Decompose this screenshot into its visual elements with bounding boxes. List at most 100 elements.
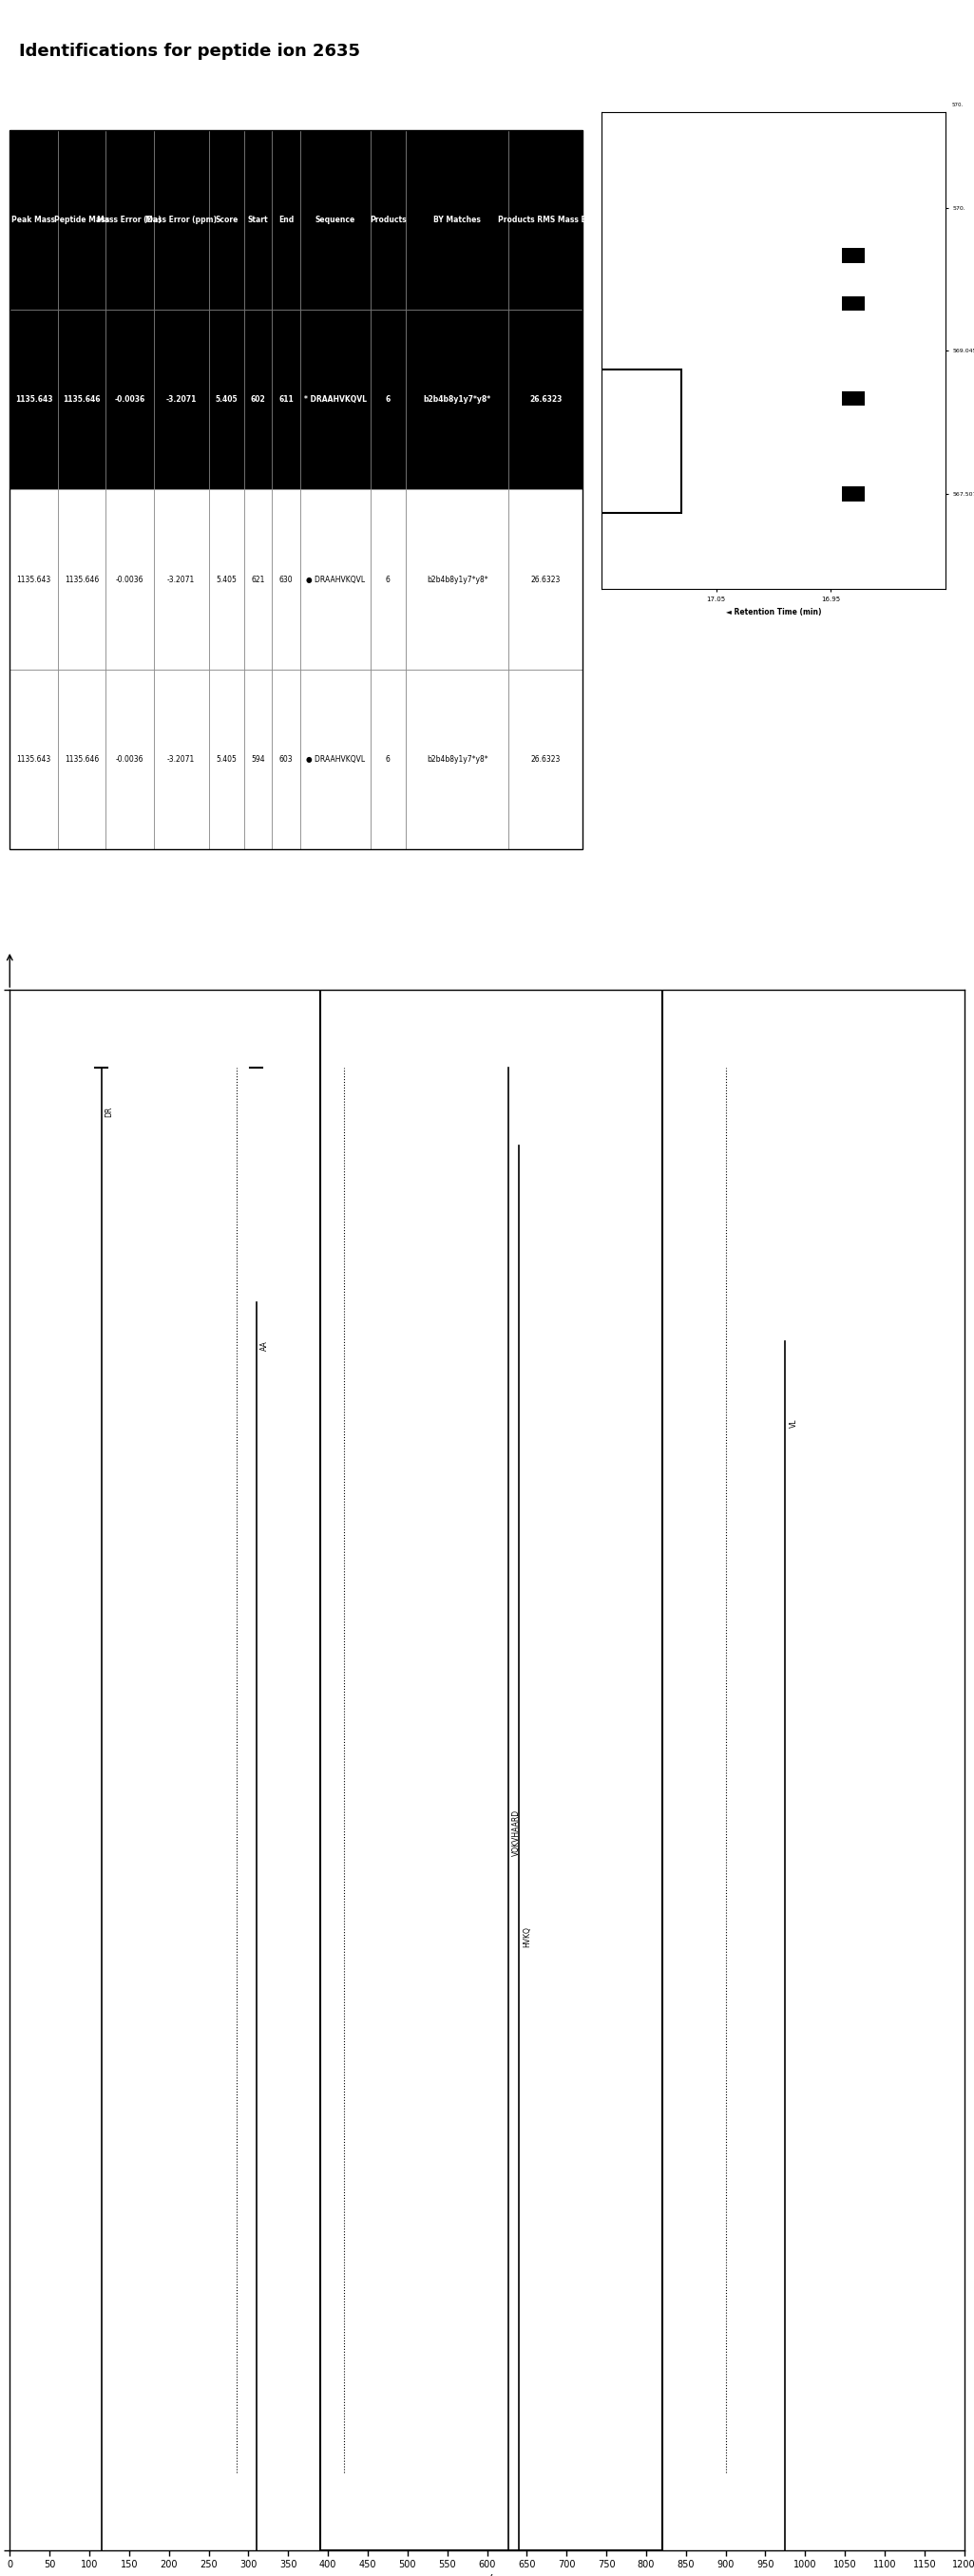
FancyBboxPatch shape: [10, 670, 57, 850]
Text: 26.6323: 26.6323: [529, 394, 562, 404]
Text: Sequence: Sequence: [315, 216, 356, 224]
FancyBboxPatch shape: [10, 129, 57, 309]
Text: ● DRAAHVKQVL: ● DRAAHVKQVL: [306, 755, 364, 762]
Text: Products RMS Mass Err: Products RMS Mass Err: [498, 216, 593, 224]
Text: BY Matches: BY Matches: [433, 216, 481, 224]
Bar: [319, 989, 662, 2550]
FancyBboxPatch shape: [300, 489, 370, 670]
FancyBboxPatch shape: [272, 489, 300, 670]
Text: Score: Score: [215, 216, 238, 224]
Bar: [395, 371, 682, 513]
X-axis label: ◄ Retention Time (min): ◄ Retention Time (min): [726, 608, 821, 616]
FancyBboxPatch shape: [300, 309, 370, 489]
FancyBboxPatch shape: [272, 670, 300, 850]
FancyBboxPatch shape: [105, 670, 154, 850]
FancyBboxPatch shape: [405, 670, 508, 850]
Text: 5.405: 5.405: [215, 394, 238, 404]
FancyBboxPatch shape: [208, 309, 244, 489]
FancyBboxPatch shape: [154, 129, 208, 309]
Text: HVKQ: HVKQ: [523, 1927, 532, 1947]
FancyBboxPatch shape: [244, 309, 272, 489]
Text: 5.405: 5.405: [216, 755, 237, 762]
FancyBboxPatch shape: [10, 309, 57, 489]
Bar: [843, 392, 865, 404]
FancyBboxPatch shape: [370, 129, 405, 309]
FancyBboxPatch shape: [244, 489, 272, 670]
Text: AA: AA: [260, 1342, 269, 1350]
FancyBboxPatch shape: [508, 670, 582, 850]
Text: 1135.643: 1135.643: [17, 755, 51, 762]
FancyBboxPatch shape: [208, 670, 244, 850]
FancyBboxPatch shape: [244, 670, 272, 850]
FancyBboxPatch shape: [105, 309, 154, 489]
FancyBboxPatch shape: [10, 489, 57, 670]
X-axis label: m/z: m/z: [476, 2573, 498, 2576]
Text: -3.2071: -3.2071: [168, 574, 195, 585]
FancyBboxPatch shape: [154, 670, 208, 850]
FancyBboxPatch shape: [57, 129, 105, 309]
Text: 1135.643: 1135.643: [15, 394, 53, 404]
FancyBboxPatch shape: [405, 309, 508, 489]
FancyBboxPatch shape: [300, 129, 370, 309]
Text: 26.6323: 26.6323: [531, 574, 560, 585]
Text: 621: 621: [251, 574, 265, 585]
FancyBboxPatch shape: [244, 129, 272, 309]
Text: DR: DR: [105, 1108, 114, 1118]
FancyBboxPatch shape: [57, 309, 105, 489]
Text: 594: 594: [251, 755, 265, 762]
FancyBboxPatch shape: [508, 309, 582, 489]
Text: End: End: [279, 216, 294, 224]
Text: 603: 603: [280, 755, 293, 762]
Bar: [843, 487, 865, 502]
Text: 6: 6: [386, 394, 391, 404]
FancyBboxPatch shape: [272, 129, 300, 309]
FancyBboxPatch shape: [272, 309, 300, 489]
Text: Mass Error (Da): Mass Error (Da): [97, 216, 162, 224]
FancyBboxPatch shape: [405, 129, 508, 309]
Text: Start: Start: [247, 216, 269, 224]
Text: -3.2071: -3.2071: [168, 755, 195, 762]
Text: 570.: 570.: [952, 103, 963, 108]
FancyBboxPatch shape: [370, 489, 405, 670]
Text: 26.6323: 26.6323: [531, 755, 560, 762]
FancyBboxPatch shape: [405, 489, 508, 670]
Text: 1135.646: 1135.646: [63, 394, 100, 404]
Text: Identifications for peptide ion 2635: Identifications for peptide ion 2635: [19, 44, 360, 59]
Text: b2b4b8y1y7*y8*: b2b4b8y1y7*y8*: [424, 394, 491, 404]
Text: 5.405: 5.405: [216, 574, 237, 585]
Text: -0.0036: -0.0036: [116, 755, 143, 762]
Text: b2b4b8y1y7*y8*: b2b4b8y1y7*y8*: [427, 574, 488, 585]
Text: Peptide Mass: Peptide Mass: [54, 216, 109, 224]
FancyBboxPatch shape: [508, 129, 582, 309]
Text: 1135.643: 1135.643: [17, 574, 51, 585]
FancyBboxPatch shape: [57, 489, 105, 670]
Text: VL: VL: [789, 1419, 798, 1427]
Text: 6: 6: [386, 574, 391, 585]
FancyBboxPatch shape: [300, 670, 370, 850]
FancyBboxPatch shape: [208, 489, 244, 670]
FancyBboxPatch shape: [105, 489, 154, 670]
Text: 602: 602: [250, 394, 266, 404]
Text: ● DRAAHVKQVL: ● DRAAHVKQVL: [306, 574, 364, 585]
Text: 6: 6: [386, 755, 391, 762]
Bar: [843, 247, 865, 263]
FancyBboxPatch shape: [57, 670, 105, 850]
FancyBboxPatch shape: [508, 489, 582, 670]
Text: 1135.646: 1135.646: [64, 574, 98, 585]
FancyBboxPatch shape: [105, 129, 154, 309]
Text: VQKVHAARD: VQKVHAARD: [512, 1808, 521, 1855]
Text: Mass Error (ppm): Mass Error (ppm): [145, 216, 217, 224]
Text: Peak Mass: Peak Mass: [12, 216, 56, 224]
Text: -3.2071: -3.2071: [166, 394, 197, 404]
Text: b2b4b8y1y7*y8*: b2b4b8y1y7*y8*: [427, 755, 488, 762]
Text: * DRAAHVKQVL: * DRAAHVKQVL: [304, 394, 366, 404]
FancyBboxPatch shape: [154, 309, 208, 489]
FancyBboxPatch shape: [154, 489, 208, 670]
FancyBboxPatch shape: [370, 670, 405, 850]
Text: 611: 611: [279, 394, 293, 404]
Text: 1135.646: 1135.646: [64, 755, 98, 762]
Text: -0.0036: -0.0036: [114, 394, 145, 404]
Bar: [843, 296, 865, 309]
FancyBboxPatch shape: [370, 309, 405, 489]
Text: 630: 630: [280, 574, 293, 585]
